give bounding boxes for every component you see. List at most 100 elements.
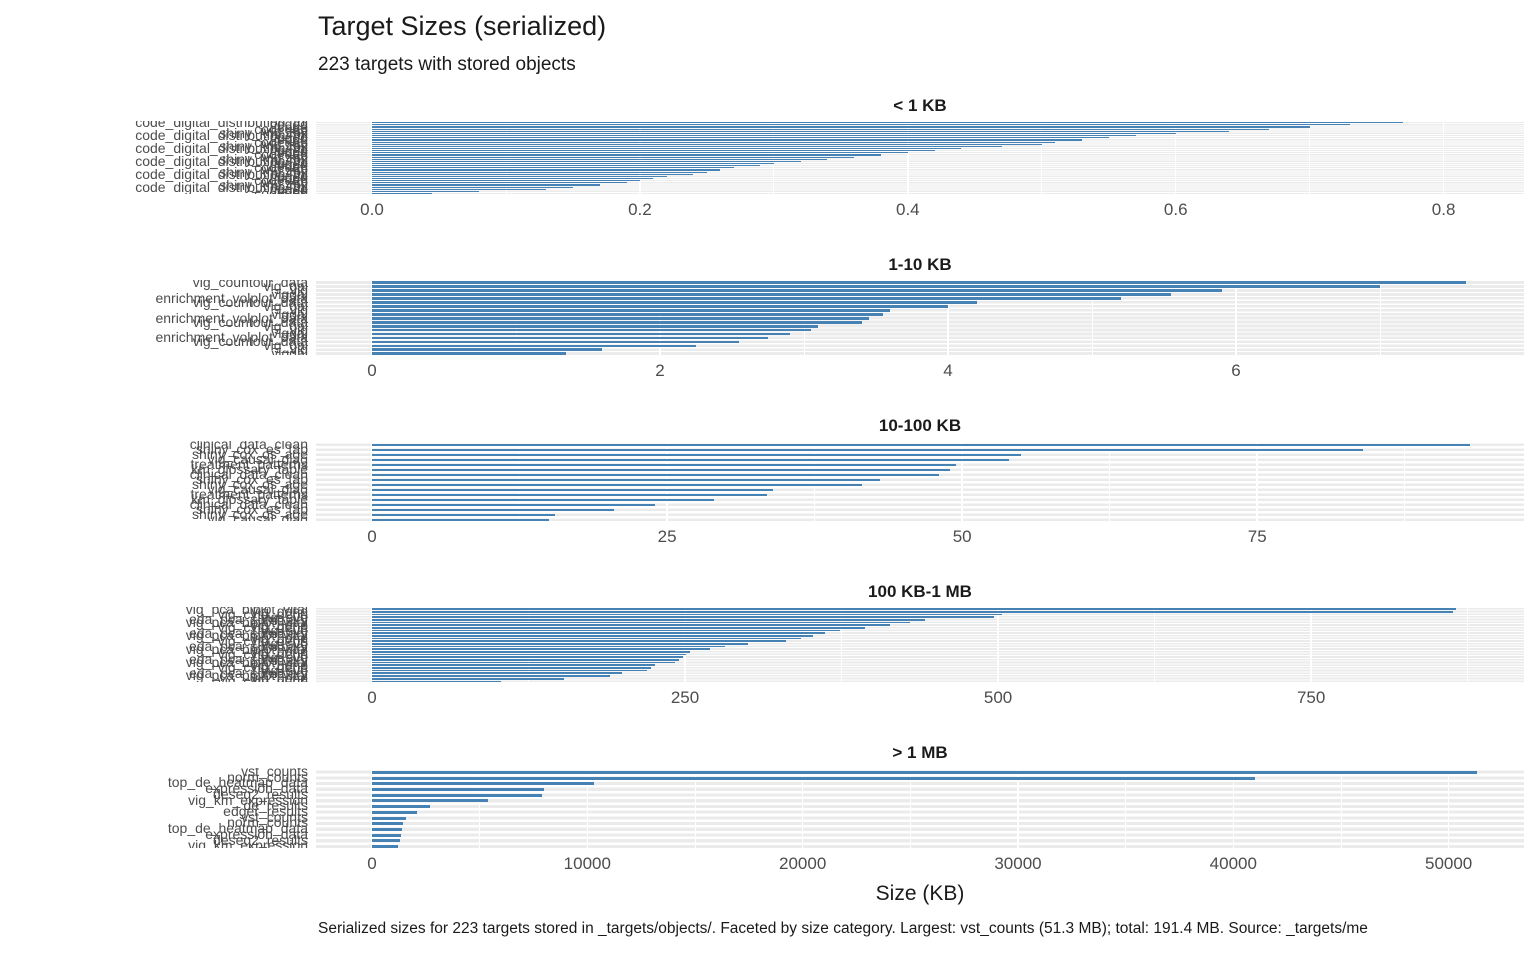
bar [372, 833, 401, 837]
y-axis-label: expression_data [205, 780, 308, 797]
y-axis-label: enrichment_volplot_data [155, 309, 308, 326]
x-tick-label: 25 [657, 527, 677, 547]
bar [372, 634, 813, 637]
y-axis-label: km_glossary_table [191, 490, 308, 507]
bar [372, 158, 828, 160]
bar [372, 186, 573, 188]
bar [372, 816, 407, 820]
y-axis-label: de_results [243, 797, 308, 814]
gridline-major [1017, 768, 1019, 849]
gridline-minor [1154, 607, 1155, 683]
x-tick-label: 50000 [1424, 854, 1473, 874]
y-axis-label: vst_counts [241, 768, 308, 780]
y-axis-label: vig_pca_biplot_vital [185, 667, 308, 683]
bar [372, 629, 841, 632]
y-axis-label: eda_pca_summary [188, 611, 308, 628]
bar [372, 178, 654, 180]
bar [372, 122, 1404, 124]
bar [372, 793, 543, 797]
bar [372, 626, 866, 629]
x-tick-label: 0.0 [360, 200, 384, 220]
bar [372, 483, 862, 487]
y-axis-label: enrichment_volplot_data [155, 289, 308, 306]
bar [372, 324, 819, 328]
y-axis-label: clinical_data_clean [189, 495, 308, 512]
facet-0: < 1 KB code_digital_distribution_tbl codeq… [0, 91, 1536, 226]
facet-panel [316, 280, 1524, 356]
bar [372, 171, 707, 173]
gridline-minor [528, 607, 529, 683]
bar [372, 139, 1082, 141]
y-axis-label: vig_km [263, 161, 308, 178]
y-axis-label: code_digital_distribution_tbl [135, 140, 308, 157]
gridline-minor [1309, 121, 1311, 195]
y-axis-label: shiny_cox_es_tab [195, 500, 308, 517]
gridline-major [371, 607, 373, 683]
y-axis-label: code [277, 157, 308, 174]
x-tick-label: 10000 [563, 854, 611, 874]
x-tick-label: 20000 [779, 854, 827, 874]
facet-panel [316, 121, 1524, 195]
y-axis-label: vig_cyto_gene [217, 632, 308, 649]
facet-strip: > 1 MB [316, 738, 1524, 768]
bar [372, 508, 614, 512]
bar [372, 669, 648, 672]
y-axis-label: shiny_km_cox [219, 137, 308, 154]
y-axis-label: code_digital_distribution_tbl [135, 127, 308, 144]
bar [372, 616, 995, 618]
bar [372, 293, 1172, 296]
bar [372, 770, 1477, 774]
y-axis-label: vig [290, 301, 308, 318]
gridline-minor [909, 768, 911, 849]
plot-title: Target Sizes (serialized) [318, 11, 607, 41]
x-tick-label: 75 [1247, 527, 1267, 547]
x-tick-label: 0 [367, 688, 377, 708]
y-axis-label: vig_gal [263, 317, 308, 334]
y-axis-label: vig_svg [260, 608, 308, 625]
facet-strip: 10-100 KB [316, 411, 1524, 441]
facet-strip-label: 10-100 KB [878, 416, 962, 436]
y-axis-label: deseq2_results [213, 785, 308, 802]
bar [372, 656, 683, 659]
facet-4: > 1 MB vst_counts norm_counts top_de_heatma… [0, 738, 1536, 880]
facet-panel [316, 607, 1524, 683]
gridline-major [586, 768, 589, 849]
x-tick-label: 30000 [994, 854, 1042, 874]
gridline-major [801, 768, 804, 849]
x-tick-label: 0.4 [895, 200, 920, 220]
y-axis-label: vig_svg [260, 635, 308, 652]
facet-panel [316, 441, 1524, 522]
y-axis-label: vig_countour_data [192, 280, 308, 291]
y-axis-label: viggal [271, 305, 308, 322]
y-axis-label: vig_cyto_gene [217, 607, 308, 622]
facet-1: 1-10 KB vig_countour_data vig_gal vig viggal… [0, 250, 1536, 387]
y-axis-label: km_glossary_table [191, 460, 308, 477]
bar [372, 675, 610, 677]
y-axis-label: vig_svg [260, 621, 308, 638]
bar [372, 126, 1310, 128]
gridline-major [1310, 607, 1312, 683]
bar [372, 473, 939, 477]
bar [372, 320, 862, 324]
bar [372, 468, 951, 472]
y-axis-label: codegen [254, 146, 308, 163]
bar [372, 667, 652, 669]
bar [372, 488, 774, 492]
bar [372, 143, 1042, 145]
y-axis-label: shiny_cox_os_age [192, 505, 308, 522]
y-axis-label: viggal [271, 345, 308, 356]
x-tick-label: 40000 [1209, 854, 1257, 874]
bar [372, 648, 711, 651]
y-axis-label: vig_svg [260, 648, 308, 665]
bar [372, 776, 1255, 780]
y-axis-label: deseq2_results [213, 831, 308, 848]
bar [372, 624, 891, 626]
bar [372, 805, 431, 809]
facet-strip: 100 KB-1 MB [316, 577, 1524, 607]
y-axis-label: vig_pca_biplot_vital [185, 613, 308, 630]
y-axis-label: vig_cyto_gene [217, 646, 308, 663]
y-axis-label: eda_pca_summary [188, 624, 308, 641]
bar [372, 659, 679, 661]
gridline-major [666, 441, 668, 522]
gridline-major [1447, 768, 1450, 849]
